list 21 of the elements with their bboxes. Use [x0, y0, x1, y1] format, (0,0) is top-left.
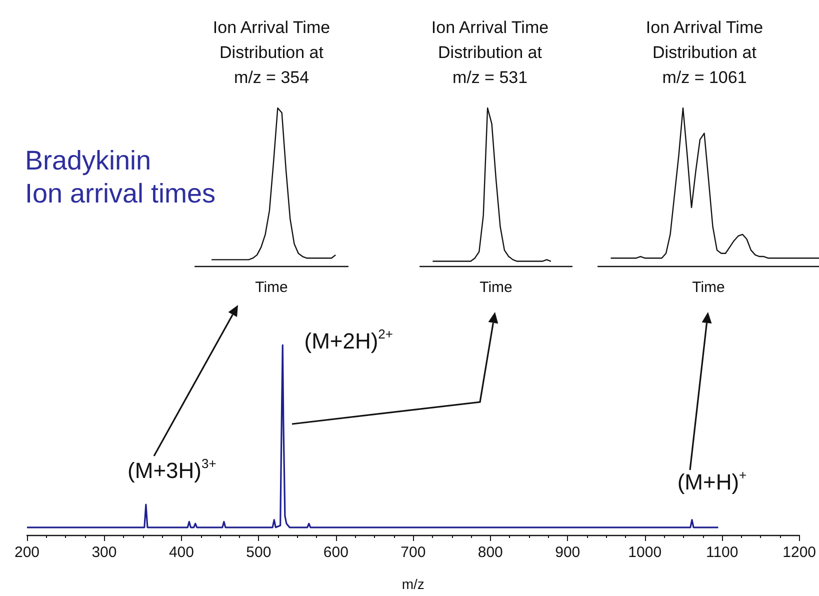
x-axis-title: Time	[480, 279, 512, 296]
chart-subtitle: Ion arrival times	[25, 178, 216, 208]
x-tick-label: 1000	[628, 544, 662, 561]
x-tick-label: 800	[478, 544, 503, 561]
x-axis-title: Time	[255, 279, 288, 296]
chart-title: Ion Arrival Time Distribution at m/z = 354	[212, 18, 330, 87]
x-axis-title: Time	[692, 279, 725, 296]
x-tick-label: 300	[92, 544, 117, 561]
chart-title: Bradykinin	[25, 146, 152, 176]
x-tick-label: 700	[400, 544, 426, 561]
x-tick-label: 900	[555, 544, 580, 561]
x-tick-label: 1200	[782, 544, 816, 561]
chart-title: Ion Arrival Time Distribution at m/z = 531	[431, 18, 549, 87]
x-axis-title: m/z	[402, 576, 424, 592]
annotation: (M+H)+	[677, 467, 747, 494]
x-tick-label: 500	[246, 544, 272, 561]
x-tick-label: 600	[323, 544, 348, 561]
x-tick-label: 1100	[706, 544, 738, 561]
chart-title: Ion Arrival Time Distribution at m/z = 1061	[646, 18, 764, 87]
x-tick-label: 400	[168, 544, 194, 561]
x-tick-label: 200	[14, 544, 40, 561]
